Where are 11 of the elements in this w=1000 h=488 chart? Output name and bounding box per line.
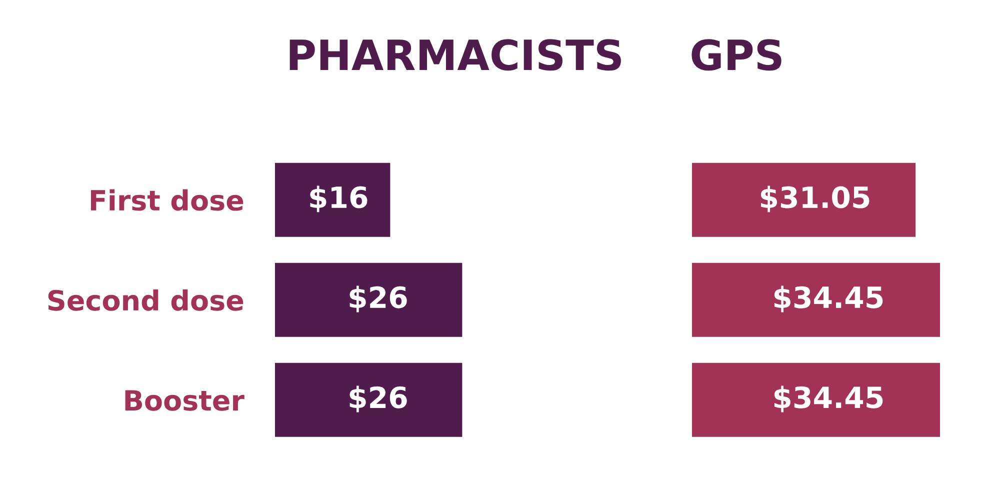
data-label: $31.05 — [760, 186, 870, 212]
data-label: $26 — [350, 386, 407, 412]
y-tick-label: Booster — [125, 390, 244, 411]
data-label: $34.45 — [774, 286, 883, 312]
chart-title: GPS — [692, 39, 782, 71]
data-label: $26 — [350, 286, 407, 312]
data-label: $34.45 — [774, 386, 883, 412]
y-tick-label: Second dose — [48, 289, 244, 311]
chart-title: PHARMACISTS — [290, 39, 621, 71]
data-label: $16 — [310, 186, 368, 212]
y-tick-label: First dose — [90, 189, 244, 211]
